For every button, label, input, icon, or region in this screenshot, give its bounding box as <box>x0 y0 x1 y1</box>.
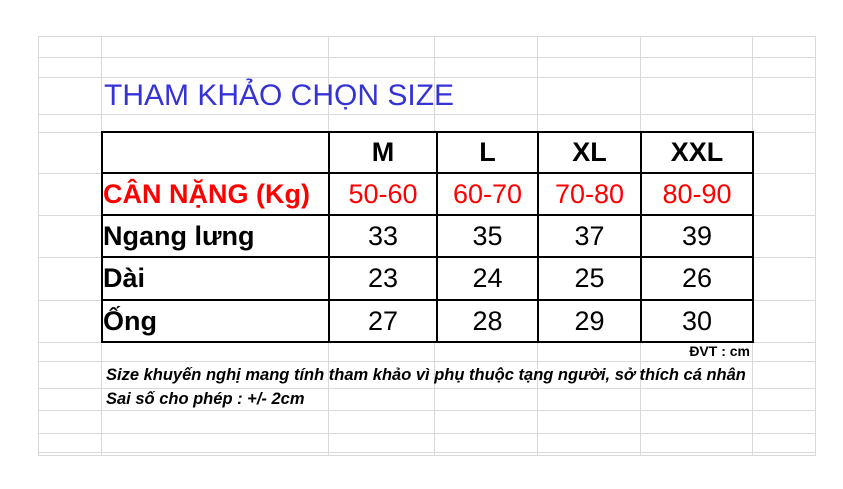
gridline-vertical <box>38 36 39 456</box>
unit-note: ĐVT : cm <box>689 343 750 359</box>
measure-value[interactable]: 28 <box>436 299 539 343</box>
weight-value[interactable]: 70-80 <box>537 172 642 216</box>
measure-row-label[interactable]: Ngang lưng <box>101 214 330 258</box>
measure-value[interactable]: 37 <box>537 214 642 258</box>
size-header-l[interactable]: L <box>436 131 539 174</box>
measure-value[interactable]: 30 <box>640 299 754 343</box>
measure-value[interactable]: 39 <box>640 214 754 258</box>
table-row: Ống 27 28 29 30 <box>101 299 754 343</box>
gridline-horizontal <box>38 410 816 411</box>
weight-row: CÂN NẶNG (Kg) 50-60 60-70 70-80 80-90 <box>101 172 754 216</box>
size-table: M L XL XXL CÂN NẶNG (Kg) 50-60 60-70 70-… <box>101 131 754 343</box>
gridline-vertical <box>815 36 816 456</box>
weight-value[interactable]: 50-60 <box>328 172 438 216</box>
size-table-corner-cell[interactable] <box>101 131 330 174</box>
measure-row-label[interactable]: Ống <box>101 299 330 343</box>
page-title: THAM KHẢO CHỌN SIZE <box>104 79 455 112</box>
measure-value[interactable]: 26 <box>640 256 754 301</box>
measure-row-label[interactable]: Dài <box>101 256 330 301</box>
gridline-horizontal <box>38 433 816 434</box>
note-line-2: Sai số cho phép : +/- 2cm <box>106 390 305 408</box>
measure-value[interactable]: 35 <box>436 214 539 258</box>
measure-value[interactable]: 25 <box>537 256 642 301</box>
gridline-horizontal <box>38 57 816 58</box>
weight-value[interactable]: 80-90 <box>640 172 754 216</box>
note-line-1: Size khuyến nghị mang tính tham khảo vì … <box>106 366 746 384</box>
size-table-header-row: M L XL XXL <box>101 131 754 174</box>
gridline-horizontal <box>38 452 816 453</box>
size-header-xxl[interactable]: XXL <box>640 131 754 174</box>
weight-value[interactable]: 60-70 <box>436 172 539 216</box>
size-header-m[interactable]: M <box>328 131 438 174</box>
measure-value[interactable]: 33 <box>328 214 438 258</box>
gridline-horizontal <box>38 36 816 37</box>
measure-value[interactable]: 29 <box>537 299 642 343</box>
size-header-xl[interactable]: XL <box>537 131 642 174</box>
table-row: Dài 23 24 25 26 <box>101 256 754 301</box>
gridline-horizontal <box>38 388 816 389</box>
gridline-horizontal <box>38 114 816 115</box>
gridline-horizontal <box>38 361 816 362</box>
measure-value[interactable]: 27 <box>328 299 438 343</box>
weight-row-label[interactable]: CÂN NẶNG (Kg) <box>101 172 330 216</box>
gridline-horizontal <box>38 455 816 456</box>
gridline-horizontal <box>38 77 816 78</box>
measure-value[interactable]: 24 <box>436 256 539 301</box>
table-row: Ngang lưng 33 35 37 39 <box>101 214 754 258</box>
measure-value[interactable]: 23 <box>328 256 438 301</box>
